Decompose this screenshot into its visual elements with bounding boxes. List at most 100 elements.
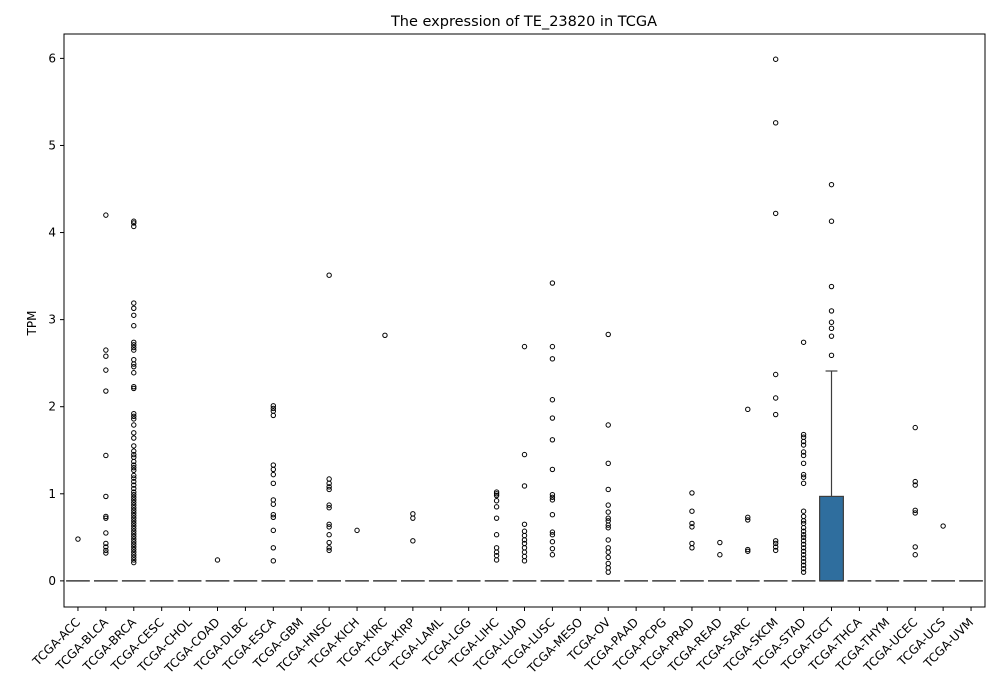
outlier-point xyxy=(131,557,137,563)
outlier-point xyxy=(549,538,556,545)
box-group-tcga-brca xyxy=(121,218,146,582)
outlier-point xyxy=(800,525,807,531)
outlier-point xyxy=(800,518,807,524)
outlier-point xyxy=(131,220,137,226)
outlier-point xyxy=(131,559,137,566)
chart-title: The expression of TE_23820 in TCGA xyxy=(390,14,657,30)
outlier-point xyxy=(131,520,137,527)
outlier-point xyxy=(131,413,137,419)
outlier-point xyxy=(800,452,807,459)
box-group-tcga-tgct xyxy=(819,181,844,582)
outlier-point xyxy=(772,540,779,547)
outlier-point xyxy=(131,515,137,521)
outlier-point xyxy=(131,344,137,351)
outlier-point xyxy=(745,548,751,554)
outlier-point xyxy=(493,557,500,563)
outlier-point xyxy=(131,525,137,532)
outlier-point xyxy=(605,422,611,428)
outlier-point xyxy=(605,515,611,521)
outlier-point xyxy=(605,560,611,567)
outlier-point xyxy=(912,510,918,516)
outlier-point xyxy=(354,527,360,534)
outlier-point xyxy=(326,476,332,482)
outlier-point xyxy=(131,531,137,537)
outlier-point xyxy=(131,518,137,524)
outlier-point xyxy=(689,540,695,547)
outlier-point xyxy=(131,494,137,500)
outlier-point xyxy=(549,415,556,421)
outlier-point xyxy=(800,471,807,478)
outlier-point xyxy=(131,383,137,390)
outlier-point xyxy=(549,552,556,558)
outlier-point xyxy=(772,395,779,401)
outlier-point xyxy=(131,467,137,473)
outlier-point xyxy=(103,493,109,500)
outlier-point xyxy=(605,502,611,508)
outlier-point xyxy=(410,515,416,521)
y-tick-label: 5 xyxy=(48,138,56,152)
outlier-point xyxy=(270,462,277,468)
outlier-point xyxy=(131,552,137,558)
box xyxy=(819,495,844,582)
outlier-point xyxy=(131,448,137,454)
outlier-point xyxy=(103,452,109,459)
outlier-point xyxy=(493,504,500,510)
outlier-point xyxy=(800,474,807,480)
outlier-point xyxy=(828,181,835,188)
outlier-point xyxy=(800,438,807,445)
outlier-point xyxy=(912,424,918,431)
outlier-point xyxy=(800,508,807,514)
box-group-tcga-sarc xyxy=(735,406,760,582)
outlier-point xyxy=(131,356,137,363)
outlier-point xyxy=(131,223,137,230)
outlier-point xyxy=(410,511,416,517)
outlier-point xyxy=(828,325,835,332)
outlier-point xyxy=(103,550,109,556)
outlier-point xyxy=(131,544,137,550)
outlier-point xyxy=(800,532,807,538)
outlier-point xyxy=(549,532,556,538)
box-group-tcga-coad xyxy=(205,557,230,582)
outlier-point xyxy=(772,547,779,554)
outlier-point xyxy=(131,416,137,422)
outlier-point xyxy=(270,405,277,412)
outlier-point xyxy=(270,558,277,564)
outlier-point xyxy=(131,300,137,306)
outlier-point xyxy=(549,437,556,443)
outlier-point xyxy=(214,557,221,563)
outlier-point xyxy=(131,361,137,367)
outlier-point xyxy=(800,449,807,455)
outlier-point xyxy=(800,552,807,558)
outlier-point xyxy=(131,541,137,548)
outlier-point xyxy=(131,443,137,449)
outlier-point xyxy=(521,521,528,527)
outlier-point xyxy=(828,283,835,290)
outlier-point xyxy=(605,331,611,338)
outlier-point xyxy=(605,486,611,493)
outlier-point xyxy=(131,485,137,492)
outlier-point xyxy=(772,411,779,418)
box-group-tcga-skcm xyxy=(763,56,788,582)
outlier-point xyxy=(800,538,807,544)
outlier-point xyxy=(549,397,556,403)
outlier-point xyxy=(800,548,807,554)
outlier-point xyxy=(270,501,277,507)
box-group-tcga-stad xyxy=(791,339,816,582)
outlier-point xyxy=(689,508,695,514)
outlier-point xyxy=(717,552,723,558)
box-group-tcga-blca xyxy=(94,212,118,582)
outlier-point xyxy=(131,339,137,345)
outlier-point xyxy=(103,212,109,218)
outlier-point xyxy=(326,502,332,508)
outlier-point xyxy=(605,537,611,543)
outlier-point xyxy=(131,549,137,555)
outlier-point xyxy=(131,475,137,481)
outlier-point xyxy=(800,562,807,568)
box-group-tcga-ucec xyxy=(903,424,928,582)
outlier-point xyxy=(745,517,751,523)
y-tick-label: 6 xyxy=(48,51,56,65)
outlier-point xyxy=(270,412,277,419)
outlier-point xyxy=(549,511,556,518)
outlier-point xyxy=(131,305,137,312)
